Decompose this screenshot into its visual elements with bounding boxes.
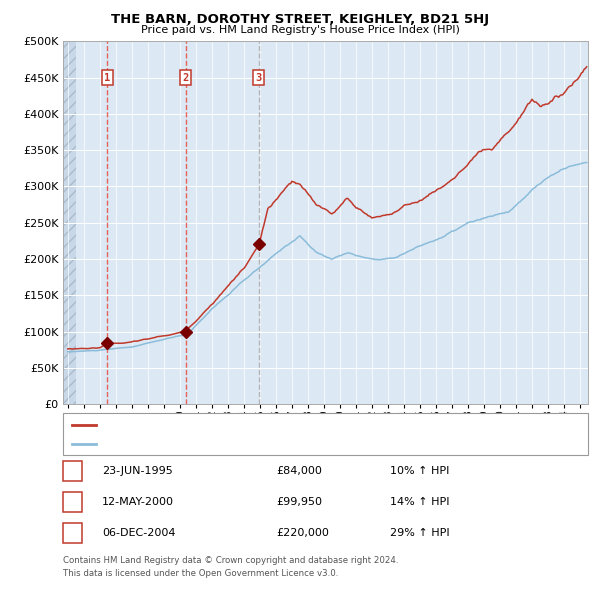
Text: THE BARN, DOROTHY STREET, KEIGHLEY, BD21 5HJ (detached house): THE BARN, DOROTHY STREET, KEIGHLEY, BD21… xyxy=(101,420,442,430)
Text: This data is licensed under the Open Government Licence v3.0.: This data is licensed under the Open Gov… xyxy=(63,569,338,578)
Text: 06-DEC-2004: 06-DEC-2004 xyxy=(102,528,176,537)
Text: 12-MAY-2000: 12-MAY-2000 xyxy=(102,497,174,507)
Text: £220,000: £220,000 xyxy=(276,528,329,537)
Text: £84,000: £84,000 xyxy=(276,467,322,476)
Text: £99,950: £99,950 xyxy=(276,497,322,507)
Text: 14% ↑ HPI: 14% ↑ HPI xyxy=(390,497,449,507)
Text: Contains HM Land Registry data © Crown copyright and database right 2024.: Contains HM Land Registry data © Crown c… xyxy=(63,556,398,565)
Text: 1: 1 xyxy=(69,467,76,476)
Text: THE BARN, DOROTHY STREET, KEIGHLEY, BD21 5HJ: THE BARN, DOROTHY STREET, KEIGHLEY, BD21… xyxy=(111,13,489,26)
Text: 2: 2 xyxy=(69,497,76,507)
Text: 1: 1 xyxy=(104,73,110,83)
Text: Price paid vs. HM Land Registry's House Price Index (HPI): Price paid vs. HM Land Registry's House … xyxy=(140,25,460,35)
Bar xyxy=(63,41,76,404)
Text: 10% ↑ HPI: 10% ↑ HPI xyxy=(390,467,449,476)
Text: HPI: Average price, detached house, Bradford: HPI: Average price, detached house, Brad… xyxy=(101,439,324,449)
Text: 29% ↑ HPI: 29% ↑ HPI xyxy=(390,528,449,537)
Text: 3: 3 xyxy=(256,73,262,83)
Text: 23-JUN-1995: 23-JUN-1995 xyxy=(102,467,173,476)
Text: 2: 2 xyxy=(182,73,189,83)
Text: 3: 3 xyxy=(69,528,76,537)
